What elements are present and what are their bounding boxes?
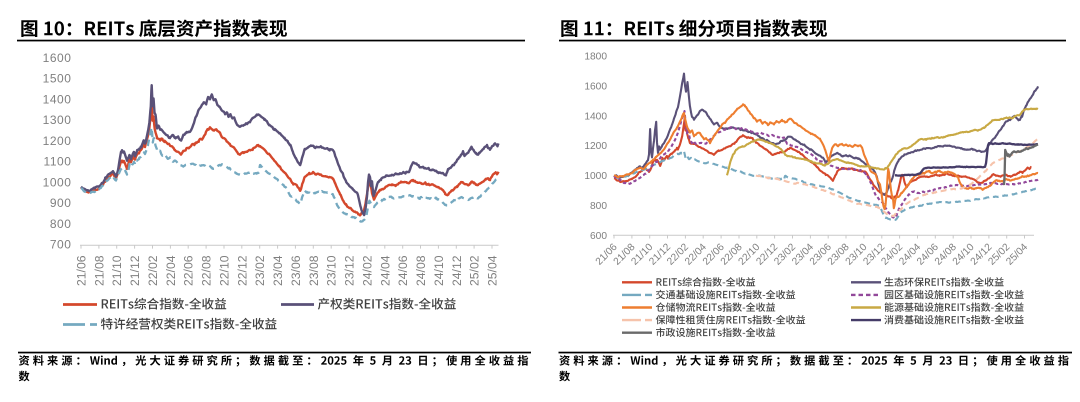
svg-text:700: 700 bbox=[50, 238, 72, 252]
svg-text:23/04: 23/04 bbox=[271, 255, 285, 286]
svg-text:24/02: 24/02 bbox=[360, 255, 374, 286]
svg-text:24/12: 24/12 bbox=[450, 255, 464, 286]
svg-text:23/10: 23/10 bbox=[325, 255, 339, 286]
svg-text:24/08: 24/08 bbox=[414, 255, 428, 286]
svg-text:23/12: 23/12 bbox=[343, 255, 357, 286]
svg-text:23/02: 23/02 bbox=[253, 255, 267, 286]
svg-text:24/06: 24/06 bbox=[396, 255, 410, 286]
svg-text:22/08: 22/08 bbox=[200, 255, 214, 286]
svg-text:23/08: 23/08 bbox=[307, 255, 321, 286]
svg-text:1400: 1400 bbox=[584, 111, 607, 122]
svg-text:1400: 1400 bbox=[43, 92, 72, 106]
svg-text:25/02: 25/02 bbox=[468, 255, 482, 286]
svg-text:1600: 1600 bbox=[584, 81, 607, 92]
svg-text:1800: 1800 bbox=[584, 51, 607, 62]
svg-text:25/04: 25/04 bbox=[486, 255, 500, 286]
svg-text:22/12: 22/12 bbox=[235, 255, 249, 286]
svg-text:23/06: 23/06 bbox=[289, 255, 303, 286]
svg-text:900: 900 bbox=[50, 196, 72, 210]
svg-text:800: 800 bbox=[590, 201, 607, 212]
svg-text:1200: 1200 bbox=[584, 141, 607, 152]
svg-text:1000: 1000 bbox=[43, 175, 72, 189]
svg-text:22/10: 22/10 bbox=[218, 255, 232, 286]
svg-text:25/04: 25/04 bbox=[1004, 242, 1030, 268]
svg-text:22/02: 22/02 bbox=[146, 255, 160, 286]
svg-text:22/06: 22/06 bbox=[182, 255, 196, 286]
svg-text:1100: 1100 bbox=[43, 155, 71, 169]
svg-text:800: 800 bbox=[50, 217, 72, 231]
svg-text:21/10: 21/10 bbox=[110, 255, 124, 286]
svg-text:1500: 1500 bbox=[43, 72, 72, 86]
svg-text:24/04: 24/04 bbox=[378, 255, 392, 286]
svg-text:1300: 1300 bbox=[43, 113, 72, 127]
svg-text:1200: 1200 bbox=[43, 134, 72, 148]
svg-text:21/08: 21/08 bbox=[92, 255, 106, 286]
svg-text:1600: 1600 bbox=[43, 51, 72, 65]
svg-text:600: 600 bbox=[590, 231, 607, 242]
svg-text:22/04: 22/04 bbox=[164, 255, 178, 286]
svg-text:24/10: 24/10 bbox=[432, 255, 446, 286]
svg-text:21/06: 21/06 bbox=[75, 255, 89, 286]
svg-text:21/12: 21/12 bbox=[128, 255, 142, 286]
svg-text:1000: 1000 bbox=[584, 171, 607, 182]
